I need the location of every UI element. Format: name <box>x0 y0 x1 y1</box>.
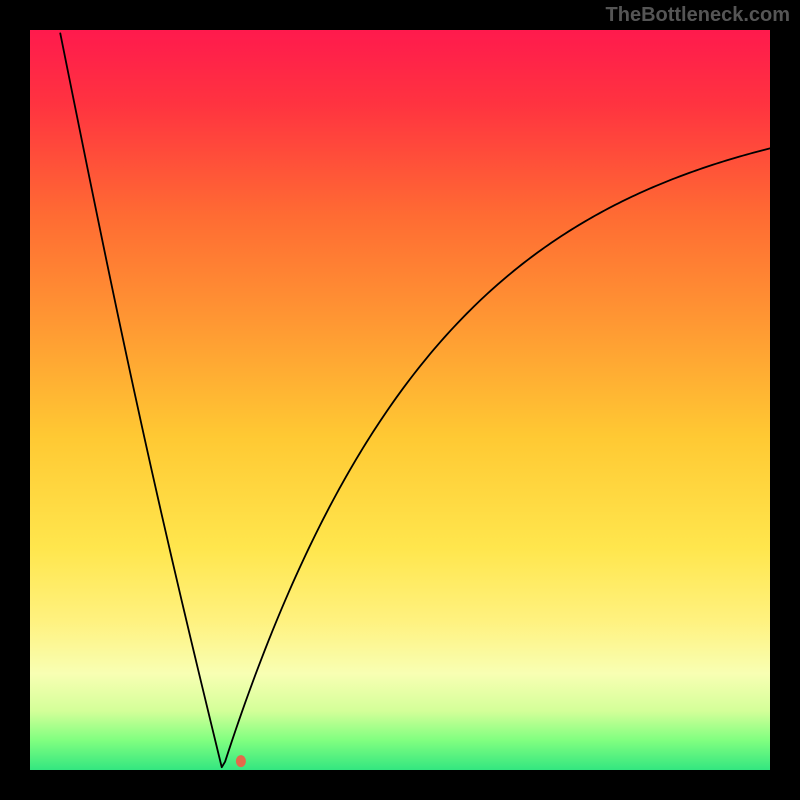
watermark-text: TheBottleneck.com <box>606 4 790 27</box>
chart-background <box>30 30 770 770</box>
bottleneck-chart <box>0 0 800 800</box>
chart-container: TheBottleneck.com <box>0 0 800 800</box>
minimum-marker <box>236 755 246 767</box>
